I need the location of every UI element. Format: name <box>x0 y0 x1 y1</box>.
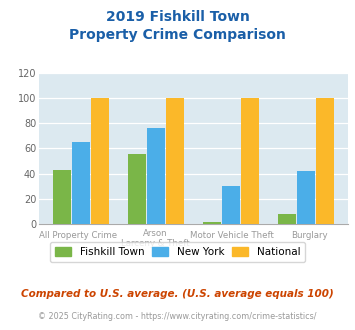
Text: Larceny & Theft: Larceny & Theft <box>121 239 189 248</box>
Text: All Property Crime: All Property Crime <box>39 231 117 240</box>
Text: Motor Vehicle Theft: Motor Vehicle Theft <box>190 231 274 240</box>
Text: Burglary: Burglary <box>291 231 328 240</box>
Bar <box>222 186 240 224</box>
Text: 2019 Fishkill Town: 2019 Fishkill Town <box>105 10 250 24</box>
Text: Arson: Arson <box>143 229 167 238</box>
Bar <box>241 98 259 224</box>
Text: Property Crime Comparison: Property Crime Comparison <box>69 28 286 42</box>
Bar <box>128 153 146 224</box>
Bar <box>278 214 296 224</box>
Bar <box>72 142 90 224</box>
Bar <box>91 98 109 224</box>
Legend: Fishkill Town, New York, National: Fishkill Town, New York, National <box>50 242 305 262</box>
Bar <box>166 98 184 224</box>
Bar <box>147 128 165 224</box>
Bar <box>297 171 315 224</box>
Text: © 2025 CityRating.com - https://www.cityrating.com/crime-statistics/: © 2025 CityRating.com - https://www.city… <box>38 312 317 321</box>
Bar <box>53 170 71 224</box>
Bar <box>316 98 334 224</box>
Text: Compared to U.S. average. (U.S. average equals 100): Compared to U.S. average. (U.S. average … <box>21 289 334 299</box>
Bar <box>203 222 221 224</box>
